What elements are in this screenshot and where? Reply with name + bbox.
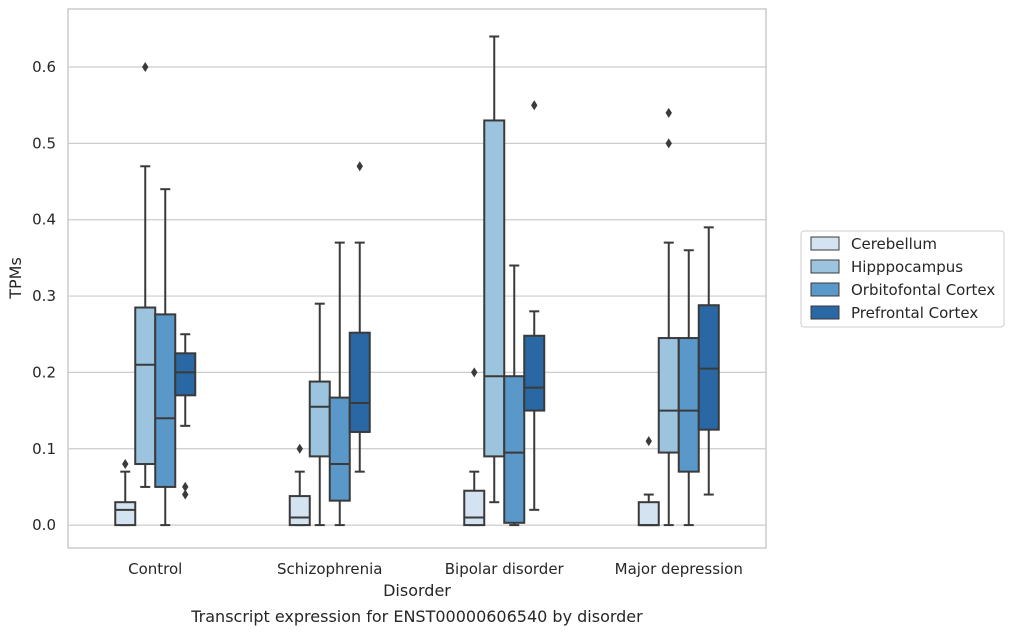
box-body (348, 331, 371, 433)
outlier-point (296, 443, 303, 454)
box (154, 188, 177, 527)
boxes (114, 35, 720, 527)
outlier-point (122, 459, 129, 470)
y-tick-label: 0.0 (32, 516, 56, 534)
legend-frame (800, 230, 1005, 328)
box-body (134, 306, 157, 466)
x-axis-title: Disorder (383, 581, 451, 600)
chart-caption: Transcript expression for ENST0000060654… (190, 607, 643, 626)
box (114, 459, 137, 527)
box-body (308, 380, 331, 458)
grid-lines (68, 66, 766, 526)
box (463, 367, 486, 527)
box (697, 226, 720, 496)
outlier-point (471, 367, 478, 378)
box-body (114, 501, 137, 527)
legend-label: Hipppocampus (851, 258, 963, 276)
y-tick-label: 0.6 (32, 58, 56, 76)
outlier-point (531, 100, 538, 111)
y-tick-label: 0.1 (32, 440, 56, 458)
y-tick-label: 0.5 (32, 134, 56, 152)
legend-label: Orbitofontal Cortex (851, 281, 995, 299)
y-tick-label: 0.3 (32, 287, 56, 305)
outlier-point (142, 62, 149, 73)
box-body (328, 396, 351, 502)
box (503, 264, 526, 527)
box-body (523, 334, 546, 412)
x-axis-ticks: Control Schizophrenia Bipolar disorder Majo… (128, 560, 743, 578)
box-body (503, 375, 526, 524)
outlier-point (182, 481, 189, 492)
box (637, 436, 660, 527)
legend-swatch (810, 305, 840, 320)
plot-frame (67, 8, 767, 549)
legend-label: Cerebellum (851, 235, 937, 253)
x-tick-label: Schizophrenia (277, 560, 382, 578)
x-tick-label: Control (128, 560, 182, 578)
box (288, 443, 311, 527)
plot-area (68, 9, 766, 548)
x-tick-label: Major depression (615, 560, 743, 578)
box-body (174, 352, 197, 397)
box-body (463, 489, 486, 527)
y-axis-ticks: 0.0 0.1 0.2 0.3 0.4 0.5 0.6 (32, 58, 56, 534)
box-body (154, 313, 177, 488)
legend-item: Prefrontal Cortex (810, 304, 978, 322)
outlier-point (665, 107, 672, 118)
outlier-point (356, 161, 363, 172)
box-body (288, 495, 311, 527)
y-axis-title: TPMs (6, 257, 25, 300)
y-tick-label: 0.4 (32, 211, 56, 229)
box (328, 241, 351, 527)
outlier-point (665, 138, 672, 149)
box-body (697, 304, 720, 431)
legend-item: Orbitofontal Cortex (810, 281, 995, 299)
legend-swatch (810, 282, 840, 297)
x-tick-label: Bipolar disorder (445, 560, 565, 578)
legend: Cerebellum Hipppocampus Orbitofontal Corte… (800, 230, 1005, 328)
legend-item: Cerebellum (810, 235, 937, 253)
box (348, 161, 371, 473)
box (483, 35, 506, 504)
legend-swatch (810, 259, 840, 274)
box (174, 333, 197, 500)
outlier-point (182, 489, 189, 500)
legend-label: Prefrontal Cortex (851, 304, 978, 322)
box-body (637, 501, 660, 527)
outlier-point (645, 436, 652, 447)
box-body (657, 337, 680, 454)
box-body (677, 337, 700, 473)
box (523, 100, 546, 511)
y-tick-label: 0.2 (32, 363, 56, 381)
box (134, 62, 157, 488)
box-body (483, 119, 506, 458)
legend-swatch (810, 236, 840, 251)
legend-item: Hipppocampus (810, 258, 963, 276)
